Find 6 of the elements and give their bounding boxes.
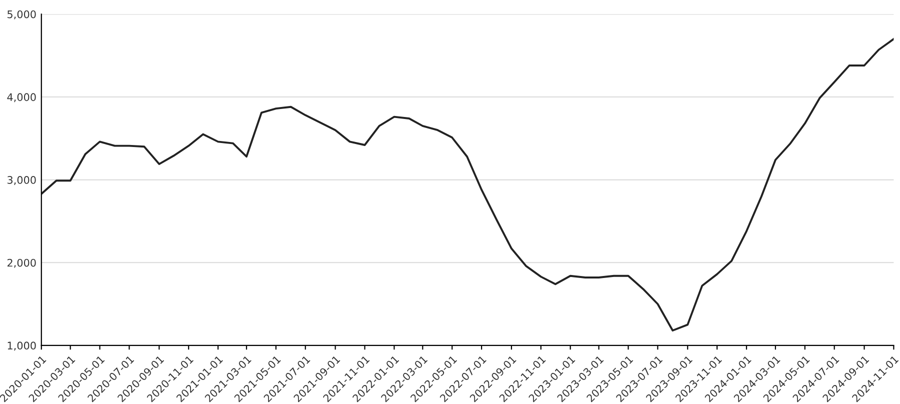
y-tick-label: 4,000 xyxy=(7,93,36,102)
y-tick-label: 1,000 xyxy=(8,342,36,351)
line-series xyxy=(41,38,894,332)
y-tick-label: 3,000 xyxy=(8,176,36,185)
y-tick-label: 2,000 xyxy=(7,258,36,268)
y-tick-label: 5,000 xyxy=(8,10,36,20)
